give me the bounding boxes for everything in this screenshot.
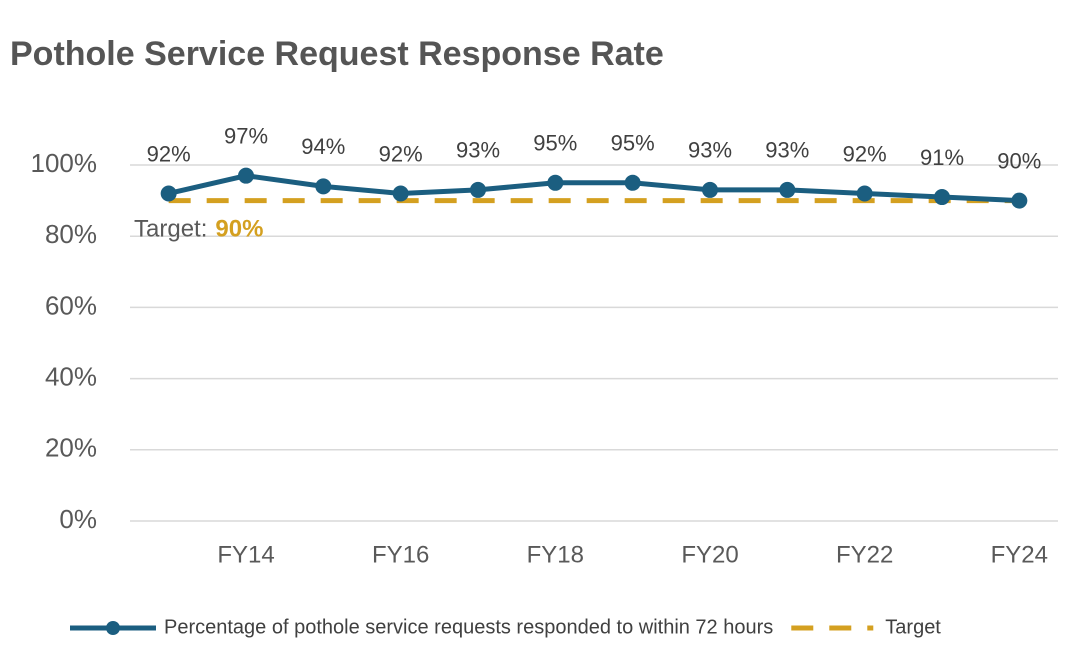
data-point bbox=[702, 181, 718, 198]
data-point bbox=[779, 181, 796, 198]
data-point bbox=[238, 167, 254, 184]
annotation-text: Target: bbox=[134, 215, 207, 242]
x-tick-label: FY14 bbox=[217, 541, 274, 568]
data-point bbox=[934, 189, 950, 206]
data-label: 92% bbox=[843, 141, 887, 166]
data-label: 90% bbox=[997, 148, 1041, 173]
x-tick-label: FY18 bbox=[527, 541, 584, 568]
data-label: 93% bbox=[765, 138, 809, 163]
x-tick-label: FY16 bbox=[372, 541, 429, 568]
data-label: 91% bbox=[920, 145, 964, 170]
y-tick-label: 40% bbox=[45, 361, 97, 391]
data-label: 93% bbox=[688, 138, 732, 163]
data-point bbox=[856, 185, 873, 202]
data-point bbox=[315, 178, 332, 195]
data-label: 92% bbox=[147, 141, 191, 166]
data-label: 93% bbox=[456, 138, 500, 163]
x-tick-label: FY24 bbox=[991, 541, 1048, 568]
legend-marker bbox=[106, 621, 120, 635]
annotation-value: 90% bbox=[215, 215, 263, 242]
x-tick-label: FY22 bbox=[836, 541, 893, 568]
data-point bbox=[160, 185, 177, 202]
data-point bbox=[470, 181, 486, 198]
data-label: 92% bbox=[379, 141, 423, 166]
data-label: 94% bbox=[301, 134, 345, 159]
data-point bbox=[392, 185, 409, 202]
y-tick-label: 100% bbox=[31, 148, 98, 178]
data-point bbox=[547, 174, 564, 191]
chart-title: Pothole Service Request Response Rate bbox=[10, 35, 664, 73]
x-tick-label: FY20 bbox=[681, 541, 738, 568]
data-label: 95% bbox=[611, 131, 655, 156]
y-tick-label: 60% bbox=[45, 290, 97, 320]
data-point bbox=[1011, 192, 1028, 209]
data-label: 95% bbox=[533, 131, 577, 156]
legend-label: Target bbox=[885, 616, 941, 638]
y-tick-label: 20% bbox=[45, 433, 97, 463]
y-tick-label: 80% bbox=[45, 219, 97, 249]
y-tick-label: 0% bbox=[59, 504, 97, 534]
data-point bbox=[624, 174, 641, 191]
data-label: 97% bbox=[224, 123, 268, 148]
series-line bbox=[168, 173, 1020, 204]
legend-label: Percentage of pothole service requests r… bbox=[164, 616, 773, 638]
